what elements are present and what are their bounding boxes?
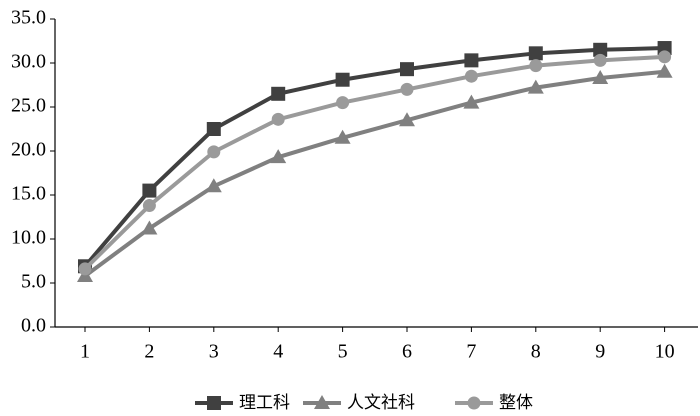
marker [527, 79, 544, 94]
marker [336, 96, 350, 110]
marker [141, 220, 158, 235]
legend-marker [314, 395, 330, 409]
marker [528, 46, 543, 61]
marker [463, 94, 480, 109]
y-tick-label: 0.0 [21, 315, 46, 337]
marker [142, 183, 157, 198]
y-tick-label: 25.0 [11, 95, 46, 117]
marker [271, 112, 285, 126]
x-tick-label: 1 [80, 341, 90, 363]
x-tick-label: 6 [402, 341, 412, 363]
legend-label: 理工科 [239, 393, 290, 413]
marker [207, 145, 221, 159]
y-tick-label: 30.0 [11, 51, 46, 73]
x-tick-label: 10 [655, 341, 675, 363]
marker [270, 149, 287, 164]
marker [399, 112, 415, 127]
y-tick-label: 10.0 [11, 227, 46, 249]
x-tick-label: 9 [595, 341, 605, 363]
marker [206, 122, 221, 136]
legend-label: 人文社科 [347, 393, 415, 413]
marker [335, 72, 350, 87]
marker [464, 69, 478, 83]
y-tick-label: 15.0 [11, 183, 46, 205]
x-tick-label: 2 [144, 341, 154, 363]
y-tick-label: 5.0 [21, 271, 46, 293]
marker [205, 178, 222, 193]
marker [529, 59, 543, 73]
x-tick-label: 7 [466, 341, 476, 363]
marker [334, 129, 351, 144]
x-tick-label: 8 [531, 341, 541, 363]
series-line [83, 54, 665, 271]
marker [658, 50, 672, 64]
x-tick-label: 4 [273, 341, 283, 363]
y-tick-label: 35.0 [11, 7, 46, 29]
series-line [83, 46, 665, 268]
marker [78, 262, 92, 276]
marker [271, 86, 286, 101]
x-tick-label: 3 [209, 341, 219, 363]
x-tick-label: 5 [338, 341, 348, 363]
marker [592, 69, 609, 84]
series-line [83, 69, 665, 278]
legend-label: 整体 [499, 393, 533, 413]
y-tick-label: 20.0 [11, 139, 46, 161]
marker [593, 53, 607, 67]
legend-marker [467, 396, 481, 410]
marker [656, 63, 673, 78]
marker [593, 42, 608, 57]
marker [400, 82, 414, 96]
marker [142, 199, 156, 213]
marker [464, 53, 479, 68]
marker [400, 62, 414, 77]
legend-marker [207, 396, 221, 410]
